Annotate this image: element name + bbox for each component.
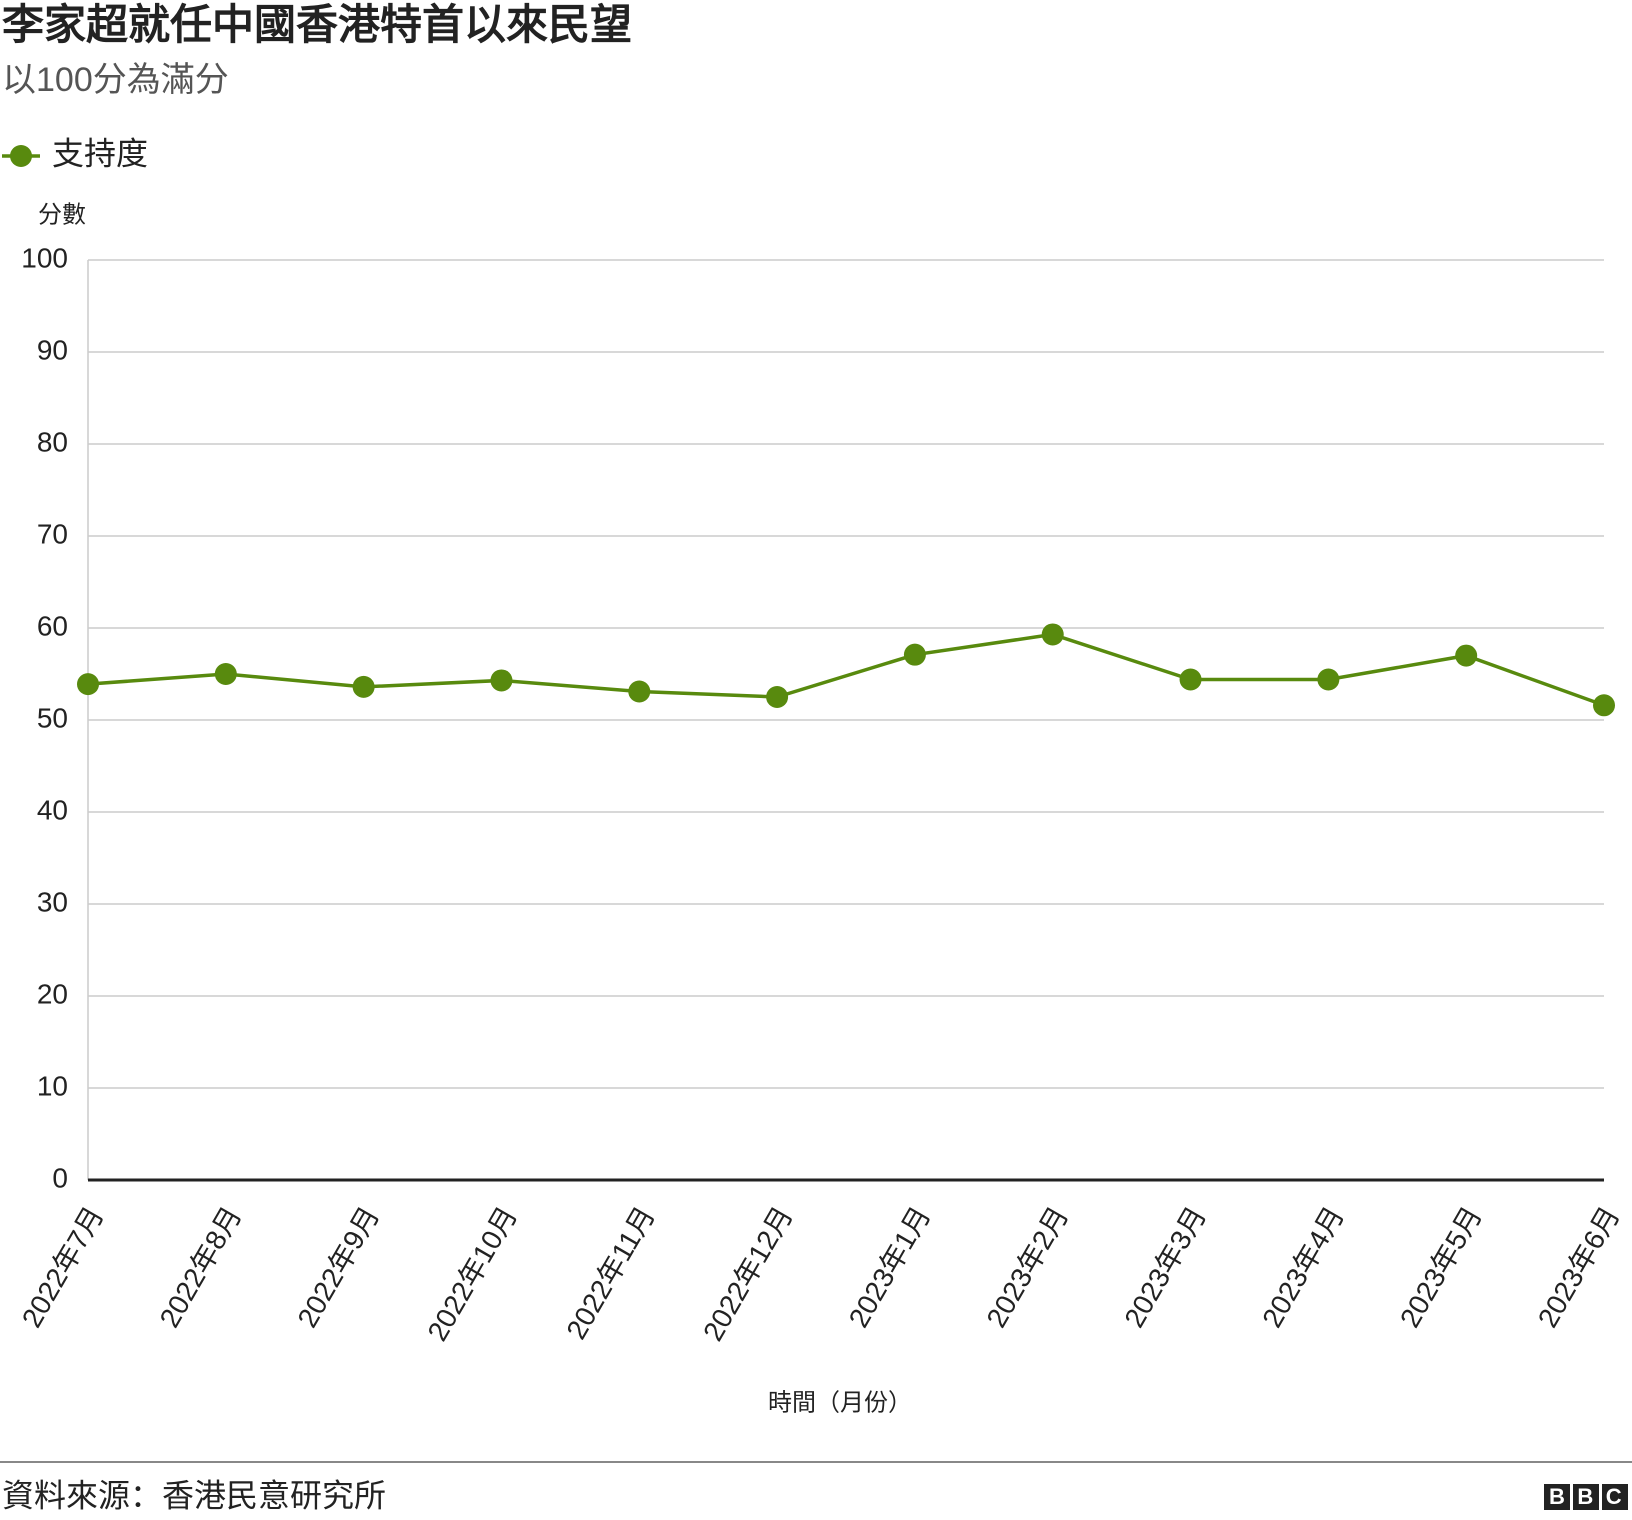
x-tick-label: 2023年6月: [1532, 1201, 1626, 1332]
chart-title: 李家超就任中國香港特首以來民望: [2, 1, 632, 48]
data-point: [1455, 644, 1478, 667]
data-point: [214, 663, 237, 685]
y-tick-label: 100: [21, 242, 68, 273]
x-tick-label: 2022年9月: [291, 1201, 385, 1332]
x-tick-label: 2022年8月: [154, 1201, 248, 1332]
logo-box: [1573, 1484, 1599, 1510]
data-point: [1179, 668, 1202, 691]
data-point: [490, 669, 513, 692]
x-tick-label: 2023年5月: [1394, 1201, 1488, 1332]
y-tick-label: 80: [37, 426, 68, 457]
y-tick-label: 60: [37, 610, 68, 641]
data-point: [1317, 668, 1340, 691]
x-tick-label: 2023年2月: [981, 1201, 1075, 1332]
data-point: [77, 673, 99, 696]
y-tick-label: 50: [37, 702, 68, 733]
y-tick-label: 10: [37, 1070, 68, 1101]
y-tick-label: 20: [37, 978, 68, 1009]
y-axis-label: 分數: [38, 201, 86, 228]
logo: BBC: [1544, 1484, 1632, 1510]
y-tick-label: 40: [37, 794, 68, 825]
data-point: [628, 680, 651, 703]
legend-label: 支持度: [52, 135, 148, 171]
x-axis-label: 時間（月份）: [768, 1389, 912, 1416]
series-line: [87, 632, 1605, 707]
data-point: [1593, 694, 1615, 717]
data-point: [1041, 623, 1064, 646]
legend-marker: [10, 145, 32, 167]
logo-box: [1544, 1484, 1570, 1510]
x-tick-label: 2022年7月: [16, 1201, 110, 1332]
chart-subtitle: 以100分為滿分: [2, 61, 229, 99]
x-tick-label: 2023年4月: [1256, 1201, 1350, 1332]
x-tick-label: 2023年1月: [843, 1201, 937, 1332]
x-tick-label: 2022年12月: [697, 1201, 799, 1346]
y-tick-label: 90: [37, 334, 68, 365]
data-point: [903, 643, 926, 666]
y-tick-label: 0: [52, 1162, 68, 1193]
source: 資料來源：香港民意研究所: [2, 1477, 386, 1513]
y-tick-label: 30: [37, 886, 68, 917]
x-tick-label: 2022年11月: [560, 1201, 661, 1344]
data-point: [352, 675, 375, 698]
x-tick-label: 2022年10月: [421, 1201, 523, 1346]
x-tick-label: 2023年3月: [1118, 1201, 1212, 1332]
logo-box: [1602, 1484, 1628, 1510]
logo-text: BBC: [1549, 1484, 1632, 1509]
data-point: [766, 686, 789, 708]
y-tick-label: 70: [37, 518, 68, 549]
